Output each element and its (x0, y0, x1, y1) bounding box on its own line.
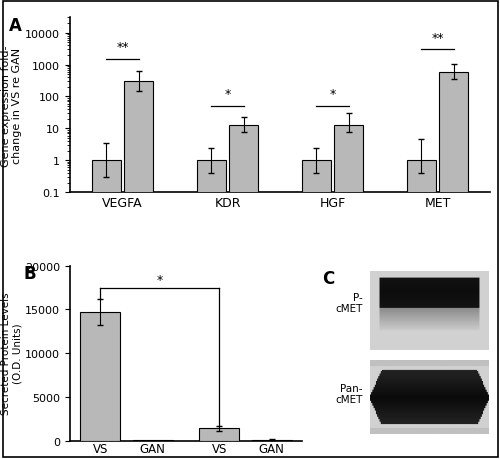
Y-axis label: Secreted Protein Levels
(O.D. Units): Secreted Protein Levels (O.D. Units) (1, 292, 22, 414)
Text: *: * (330, 88, 336, 101)
Bar (92, 161, 120, 459)
Bar (302, 161, 330, 459)
Bar (124, 82, 153, 459)
Text: **: ** (116, 41, 129, 54)
Text: *: * (157, 273, 163, 286)
Bar (80, 313, 120, 441)
Text: **: ** (431, 32, 444, 45)
Text: C: C (322, 269, 334, 288)
Bar (440, 73, 468, 459)
Text: *: * (224, 88, 230, 101)
Y-axis label: Gene expression fold-
change in VS re GAN: Gene expression fold- change in VS re GA… (1, 45, 22, 166)
Text: B: B (24, 264, 36, 282)
Bar (230, 125, 258, 459)
Bar (407, 161, 436, 459)
Text: A: A (9, 17, 22, 34)
Bar (334, 125, 363, 459)
Bar (252, 440, 292, 441)
Bar (197, 161, 226, 459)
Text: Pan-
cMET: Pan- cMET (336, 383, 363, 404)
Text: P-
cMET: P- cMET (336, 292, 363, 313)
Bar (200, 428, 239, 441)
